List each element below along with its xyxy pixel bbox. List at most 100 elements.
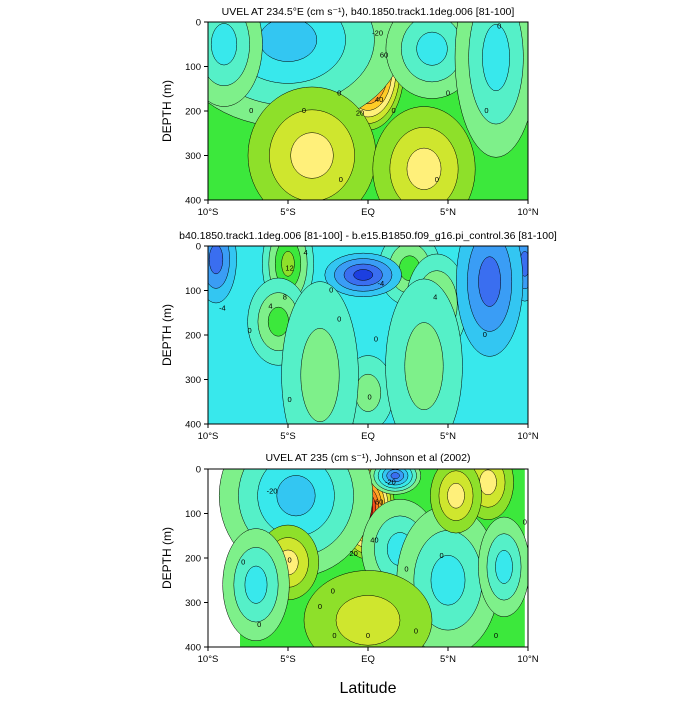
panel-2-xticks: 10°S 5°S EQ 5°N 10°N [198, 424, 539, 442]
y-tick-label: 300 [185, 151, 201, 162]
y-tick-label: 0 [196, 242, 201, 253]
x-tick-label: EQ [361, 654, 375, 665]
contour-label: 0 [497, 22, 501, 31]
contour-band [244, 565, 268, 604]
contour-label: 12 [285, 263, 293, 272]
contour-label: 0 [446, 88, 450, 97]
x-tick-label: 10°N [517, 654, 538, 665]
x-tick-label: 10°S [198, 654, 219, 665]
anomaly-blob [208, 22, 263, 107]
panel-2-yticks: 0 100 200 300 400 [185, 242, 208, 431]
y-tick-label: 400 [185, 643, 201, 654]
anomaly-blob [222, 528, 290, 642]
anomaly-blob [372, 106, 476, 200]
contour-label: 0 [257, 620, 261, 629]
anomaly-blob [369, 469, 422, 495]
contour-band [478, 256, 501, 307]
contour-label: -4 [377, 279, 384, 288]
contour-label: -20 [385, 478, 396, 487]
panel-3-yticks: 0 100 200 300 400 [185, 465, 208, 654]
contour-band [335, 595, 401, 646]
x-tick-label: 5°S [280, 207, 295, 218]
panel-3-ylabel: DEPTH (m) [160, 527, 174, 589]
contour-label: 0 [302, 106, 306, 115]
y-tick-label: 100 [185, 62, 201, 73]
anomaly-blob [385, 278, 463, 424]
contour-label: 60 [375, 498, 383, 507]
contour-label: -4 [219, 304, 226, 313]
contour-band [416, 31, 448, 66]
x-tick-label: 10°S [198, 431, 219, 442]
contour-label: 0 [484, 106, 488, 115]
contour-label: 0 [288, 555, 292, 564]
panel-3-field [208, 469, 528, 647]
contour-band [430, 555, 466, 606]
x-tick-label: 10°N [517, 207, 538, 218]
contour-band [404, 322, 444, 411]
panel-1-xticks: 10°S 5°S EQ 5°N 10°N [198, 200, 539, 218]
contour-band [210, 23, 238, 66]
x-tick-label: 5°N [440, 654, 456, 665]
panel-3-xticks: 10°S 5°S EQ 5°N 10°N [198, 647, 539, 665]
contour-label: 0 [440, 551, 444, 560]
contour-band [300, 328, 340, 423]
y-tick-label: 200 [185, 554, 201, 565]
contour-band [406, 147, 442, 190]
panel-1-contour-labels: -20 60 40 20 0 0 0 0 0 0 0 0 0 [249, 22, 501, 185]
contour-label: 0 [318, 602, 322, 611]
contour-label: 8 [283, 292, 287, 301]
contour-label: 0 [249, 106, 253, 115]
panel-1-ylabel: DEPTH (m) [160, 80, 174, 142]
contour-label: 0 [339, 175, 343, 184]
panel-2-contour-labels: 12 8 4 -4 0 4 0 -4 4 0 0 0 0 0 [219, 248, 487, 404]
contour-label: 40 [370, 535, 378, 544]
contour-label: 0 [523, 518, 527, 527]
y-tick-label: 0 [196, 18, 201, 29]
panel-1: UVEL AT 234.5°E (cm s⁻¹), b40.1850.track… [160, 6, 539, 218]
x-tick-label: EQ [361, 431, 375, 442]
anomaly-blob [218, 469, 374, 577]
x-tick-label: 5°N [440, 207, 456, 218]
contour-band [208, 246, 224, 275]
y-tick-label: 300 [185, 598, 201, 609]
anomaly-blob [430, 469, 482, 534]
contour-label: 0 [404, 564, 408, 573]
contour-label: 0 [435, 175, 439, 184]
contour-label: 0 [332, 631, 336, 640]
contour-band [390, 472, 400, 480]
x-tick-label: 5°N [440, 431, 456, 442]
y-tick-label: 400 [185, 196, 201, 207]
anomaly-blob [385, 22, 479, 99]
contour-label: 0 [337, 315, 341, 324]
contour-label: 4 [268, 301, 272, 310]
contour-label: 20 [349, 549, 357, 558]
y-tick-label: 0 [196, 465, 201, 476]
y-tick-label: 200 [185, 331, 201, 342]
panel-1-field [208, 22, 528, 200]
contour-label: 4 [304, 248, 308, 257]
contour-label: 0 [241, 558, 245, 567]
x-tick-label: 5°S [280, 431, 295, 442]
x-tick-label: 10°S [198, 207, 219, 218]
contour-band [479, 469, 497, 496]
anomaly-blob [456, 246, 524, 357]
contour-band [267, 306, 289, 337]
contour-label: 60 [380, 51, 388, 60]
x-axis-label: Latitude [340, 680, 397, 697]
anomaly-blob [324, 252, 402, 297]
panel-2-ylabel: DEPTH (m) [160, 304, 174, 366]
anomaly-blob [478, 516, 528, 617]
y-tick-label: 200 [185, 107, 201, 118]
anomaly-blob [454, 22, 528, 158]
contour-band [495, 550, 513, 584]
contour-label: 0 [366, 631, 370, 640]
contour-label: -20 [267, 486, 278, 495]
contour-label: 0 [288, 395, 292, 404]
contour-band [482, 24, 510, 92]
panel-2-title: b40.1850.track1.1deg.006 [81-100] - b.e1… [179, 230, 557, 242]
contour-label: 0 [329, 286, 333, 295]
panel-1-yticks: 0 100 200 300 400 [185, 18, 208, 207]
